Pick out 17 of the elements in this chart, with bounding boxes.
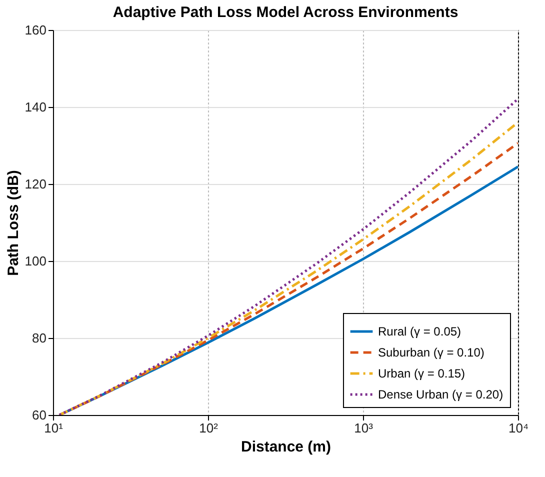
y-tick-label: 140 [24, 100, 46, 114]
y-tick-label: 80 [32, 330, 46, 346]
legend-label: Suburban (γ = 0.10) [378, 346, 484, 360]
legend-label: Dense Urban (γ = 0.20) [378, 388, 504, 402]
legend-label: Rural (γ = 0.05) [378, 324, 462, 338]
legend-label: Urban (γ = 0.15) [378, 366, 466, 380]
chart-title: Adaptive Path Loss Model Across Environments [112, 4, 458, 21]
x-tick-label: 10² [199, 420, 219, 436]
x-tick-label: 10³ [354, 420, 374, 436]
y-tick-label: 100 [24, 254, 46, 268]
y-tick-label: 160 [24, 22, 46, 38]
x-tick-label: 10⁴ [508, 420, 529, 436]
y-tick-label: 120 [24, 176, 46, 192]
y-axis-title: Path Loss (dB) [4, 170, 22, 276]
x-tick-label: 10¹ [44, 420, 64, 436]
y-tick-label: 60 [32, 408, 46, 422]
x-axis-title: Distance (m) [240, 438, 332, 456]
